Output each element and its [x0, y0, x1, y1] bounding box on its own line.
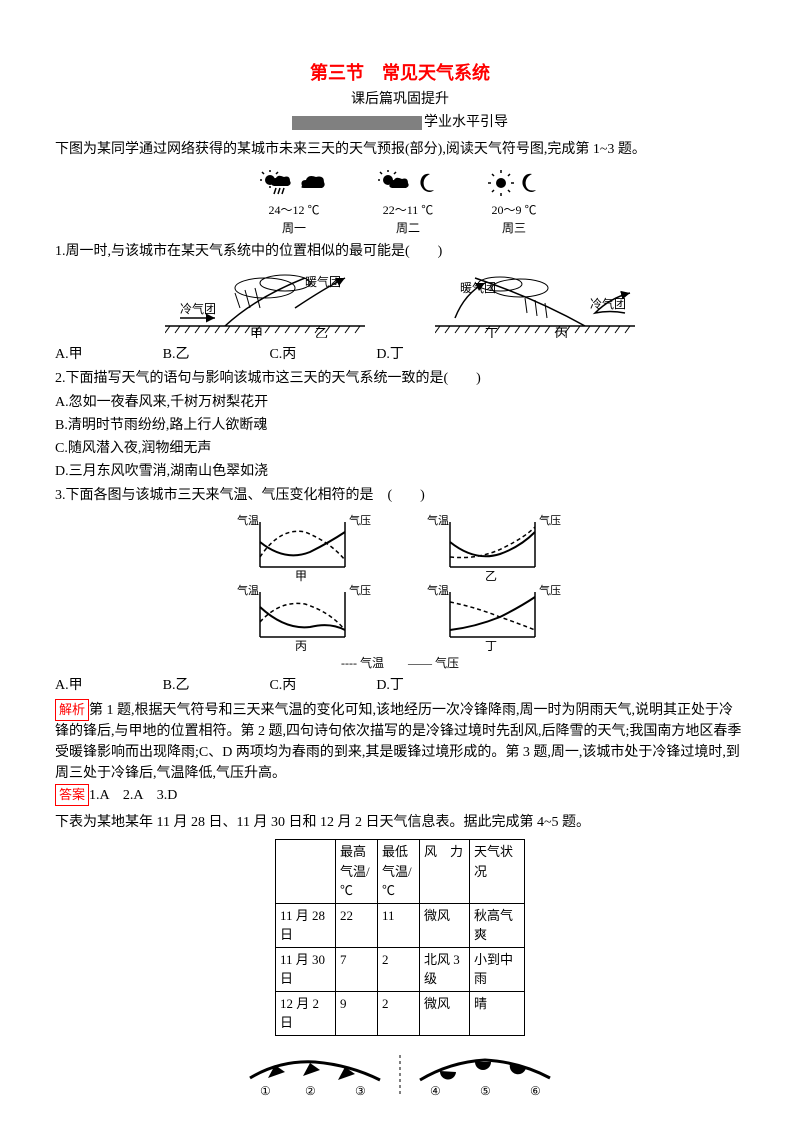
- table-header: 最高气温/℃: [336, 840, 378, 904]
- front-symbols: ① ② ③ ④ ⑤ ⑥: [55, 1050, 745, 1100]
- q2-option-a: A.忽如一夜春风来,千树万树梨花开: [55, 392, 745, 413]
- svg-text:气温: 气温: [427, 513, 449, 527]
- svg-text:气压: 气压: [349, 513, 371, 527]
- svg-text:气压: 气压: [349, 583, 371, 597]
- svg-text:暖气团: 暖气团: [305, 274, 341, 289]
- svg-text:气温: 气温: [427, 583, 449, 597]
- section-title: 第三节 常见天气系统: [55, 60, 745, 87]
- q3-option-a: A.甲: [55, 675, 83, 696]
- svg-text:②: ②: [305, 1084, 316, 1098]
- svg-text:气温: 气温: [237, 583, 259, 597]
- q3-num: 3.: [55, 488, 66, 503]
- q1-num: 1.: [55, 244, 66, 259]
- chart-jia: 气温 气压 甲: [235, 512, 375, 582]
- svg-text:乙: 乙: [485, 569, 497, 582]
- forecast-temp-3: 20～9 ℃周三: [488, 201, 540, 237]
- svg-text:丁: 丁: [485, 639, 497, 652]
- chart-bing: 气温 气压 丙: [235, 582, 375, 652]
- table-intro: 下表为某地某年 11 月 28 日、11 月 30 日和 12 月 2 日天气信…: [55, 812, 745, 833]
- q1-option-c: C.丙: [269, 344, 296, 365]
- front-diagrams: 冷气团 暖气团 甲 乙 暖气团 冷气团 丁 丙: [55, 268, 745, 338]
- svg-text:甲: 甲: [295, 569, 307, 582]
- sun-icon: [488, 170, 514, 198]
- level-guide-text: 学业水平引导: [424, 115, 508, 130]
- forecast-temp-2: 22～11 ℃周二: [378, 201, 438, 237]
- svg-text:③: ③: [355, 1084, 366, 1098]
- svg-text:丙: 丙: [295, 639, 307, 652]
- svg-text:冷气团: 冷气团: [180, 301, 216, 316]
- analysis-block: 解析第 1 题,根据天气符号和三天来气温的变化可知,该地经历一次冷锋降雨,周一时…: [55, 699, 745, 784]
- answer-label: 答案: [55, 784, 89, 806]
- analysis-text: 第 1 题,根据天气符号和三天来气温的变化可知,该地经历一次冷锋降雨,周一时为阴…: [55, 703, 741, 781]
- q1-option-b: B.乙: [163, 344, 190, 365]
- forecast-row: 24～12 ℃周一 22～11 ℃周二: [55, 170, 745, 237]
- svg-text:气压: 气压: [539, 583, 561, 597]
- q3-option-c: C.丙: [269, 675, 296, 696]
- warm-front-diagram: 暖气团 冷气团 丁 丙: [435, 268, 635, 338]
- level-bar: [292, 116, 422, 130]
- q3-option-b: B.乙: [163, 675, 190, 696]
- table-row: 12 月 2 日 9 2 微风 晴: [276, 991, 525, 1035]
- q1-option-a: A.甲: [55, 344, 83, 365]
- q3-options: A.甲 B.乙 C.丙 D.丁: [55, 675, 745, 696]
- q2-option-c: C.随风潜入夜,润物细无声: [55, 438, 745, 459]
- table-row: 11 月 30 日 7 2 北风 3 级 小到中雨: [276, 947, 525, 991]
- table-header: 天气状况: [470, 840, 525, 904]
- level-guide: 学业水平引导: [55, 112, 745, 133]
- q2-text: 下面描写天气的语句与影响该城市这三天的天气系统一致的是( ): [66, 371, 481, 386]
- weather-table: 最高气温/℃ 最低气温/℃ 风 力 天气状况 11 月 28 日 22 11 微…: [275, 839, 525, 1036]
- subtitle: 课后篇巩固提升: [55, 89, 745, 110]
- answer-text: 1.A 2.A 3.D: [89, 788, 177, 803]
- cloud-icon: [298, 170, 328, 198]
- sun-rain-icon: [260, 170, 294, 198]
- svg-text:气温: 气温: [237, 513, 259, 527]
- svg-text:冷气团: 冷气团: [590, 296, 626, 311]
- q3-text: 下面各图与该城市三天来气温、气压变化相符的是 ( ): [66, 488, 425, 503]
- svg-text:⑤: ⑤: [480, 1084, 491, 1098]
- question-2: 2.下面描写天气的语句与影响该城市这三天的天气系统一致的是( ): [55, 368, 745, 389]
- question-1: 1.周一时,与该城市在某天气系统中的位置相似的最可能是( ): [55, 241, 745, 262]
- intro-text: 下图为某同学通过网络获得的某城市未来三天的天气预报(部分),阅读天气符号图,完成…: [55, 139, 745, 160]
- chart-ding: 气温 气压 丁: [425, 582, 565, 652]
- forecast-temp-1: 24～12 ℃周一: [260, 201, 328, 237]
- chart-legend: ---- 气温 —— 气压: [341, 654, 459, 672]
- svg-text:甲: 甲: [250, 326, 263, 338]
- svg-text:⑥: ⑥: [530, 1084, 541, 1098]
- q1-text: 周一时,与该城市在某天气系统中的位置相似的最可能是( ): [66, 244, 443, 259]
- forecast-day-3: 20～9 ℃周三: [488, 170, 540, 237]
- svg-text:④: ④: [430, 1084, 441, 1098]
- q1-option-d: D.丁: [376, 344, 404, 365]
- q3-option-d: D.丁: [376, 675, 404, 696]
- moon-icon: [518, 170, 540, 198]
- chart-yi: 气温 气压 乙: [425, 512, 565, 582]
- moon-icon: [416, 170, 438, 198]
- q2-option-b: B.清明时节雨纷纷,路上行人欲断魂: [55, 415, 745, 436]
- cold-front-diagram: 冷气团 暖气团 甲 乙: [165, 268, 365, 338]
- forecast-day-2: 22～11 ℃周二: [378, 170, 438, 237]
- q2-num: 2.: [55, 371, 66, 386]
- analysis-label: 解析: [55, 699, 89, 721]
- subtitle-prefix: 课后篇: [351, 92, 393, 107]
- table-header: [276, 840, 336, 904]
- q2-option-d: D.三月东风吹雪消,湖南山色翠如浇: [55, 461, 745, 482]
- answer-block: 答案1.A 2.A 3.D: [55, 784, 745, 806]
- q1-options: A.甲 B.乙 C.丙 D.丁: [55, 344, 745, 365]
- table-header: 最低气温/℃: [378, 840, 420, 904]
- svg-text:丁: 丁: [485, 326, 498, 338]
- chart-grid: 气温 气压 甲 气温 气压 乙 气温 气压 丙: [55, 512, 745, 672]
- svg-text:气压: 气压: [539, 513, 561, 527]
- svg-text:丙: 丙: [555, 326, 568, 338]
- sun-cloud-icon: [378, 170, 412, 198]
- question-3: 3.下面各图与该城市三天来气温、气压变化相符的是 ( ): [55, 485, 745, 506]
- table-header-row: 最高气温/℃ 最低气温/℃ 风 力 天气状况: [276, 840, 525, 904]
- forecast-day-1: 24～12 ℃周一: [260, 170, 328, 237]
- table-header: 风 力: [420, 840, 470, 904]
- front-symbol-diagram: ① ② ③ ④ ⑤ ⑥: [240, 1050, 560, 1100]
- svg-text:暖气团: 暖气团: [460, 280, 496, 295]
- svg-text:乙: 乙: [315, 326, 328, 338]
- subtitle-bold: 巩固提升: [393, 92, 449, 107]
- svg-text:①: ①: [260, 1084, 271, 1098]
- table-row: 11 月 28 日 22 11 微风 秋高气爽: [276, 903, 525, 947]
